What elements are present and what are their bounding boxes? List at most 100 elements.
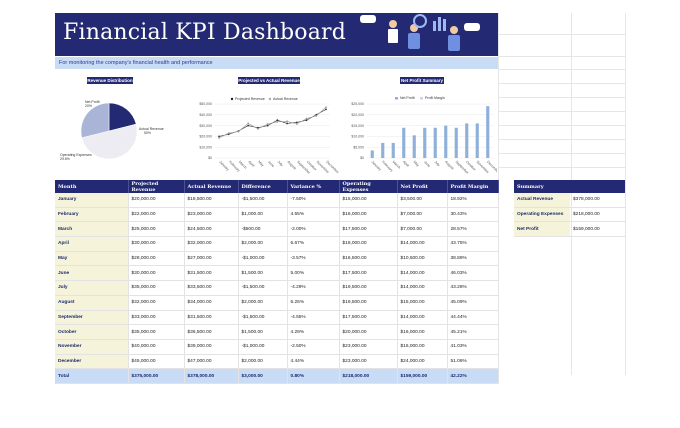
table-cell[interactable]: $32,000.00 xyxy=(128,295,185,311)
table-cell[interactable]: $28,000.00 xyxy=(128,251,185,267)
column-header[interactable]: Variance % xyxy=(287,180,340,193)
table-cell[interactable]: $18,500.00 xyxy=(184,193,239,208)
month-cell[interactable]: December xyxy=(55,354,129,370)
table-cell[interactable]: 4.29% xyxy=(287,324,340,340)
table-cell[interactable]: $2,000.00 xyxy=(238,236,288,252)
total-cell[interactable]: $375,000.00 xyxy=(128,368,185,384)
table-cell[interactable]: $15,000.00 xyxy=(339,193,398,208)
table-cell[interactable]: -4.29% xyxy=(287,280,340,296)
table-cell[interactable]: 46.03% xyxy=(447,265,499,282)
total-cell[interactable]: $159,000.00 xyxy=(397,368,448,384)
table-cell[interactable]: -2.50% xyxy=(287,339,340,355)
table-cell[interactable]: $10,500.00 xyxy=(397,251,448,267)
column-header[interactable]: Actual Revenue xyxy=(184,180,239,193)
table-cell[interactable]: $17,500.00 xyxy=(339,310,398,326)
table-cell[interactable]: $34,000.00 xyxy=(184,295,239,311)
table-cell[interactable]: $2,000.00 xyxy=(238,295,288,311)
table-cell[interactable]: $39,000.00 xyxy=(184,339,239,355)
column-header[interactable]: Difference xyxy=(238,180,288,193)
table-cell[interactable]: $45,000.00 xyxy=(128,354,185,370)
month-cell[interactable]: September xyxy=(55,310,129,326)
table-cell[interactable]: $40,000.00 xyxy=(128,339,185,355)
table-cell[interactable]: $7,000.00 xyxy=(397,207,448,223)
table-cell[interactable]: -$1,500.00 xyxy=(238,280,288,296)
table-cell[interactable]: $16,000.00 xyxy=(339,207,398,223)
table-cell[interactable]: $15,000.00 xyxy=(397,295,448,311)
table-cell[interactable]: -$500.00 xyxy=(238,221,288,238)
table-cell[interactable]: 18.92% xyxy=(447,193,499,208)
table-cell[interactable]: $14,000.00 xyxy=(397,310,448,326)
table-cell[interactable]: $22,000.00 xyxy=(128,207,185,223)
table-cell[interactable]: -2.00% xyxy=(287,221,340,238)
table-cell[interactable]: -$1,000.00 xyxy=(238,251,288,267)
table-cell[interactable]: $17,500.00 xyxy=(339,221,398,238)
month-cell[interactable]: March xyxy=(55,221,129,238)
table-cell[interactable]: $16,500.00 xyxy=(339,251,398,267)
table-cell[interactable]: $20,000.00 xyxy=(128,193,185,208)
summary-value[interactable]: $378,000.00 xyxy=(570,193,625,208)
total-cell[interactable]: 42.22% xyxy=(447,368,499,384)
table-cell[interactable]: $16,000.00 xyxy=(397,324,448,340)
table-cell[interactable]: $31,500.00 xyxy=(184,265,239,282)
table-cell[interactable]: $19,500.00 xyxy=(339,280,398,296)
table-cell[interactable]: $1,000.00 xyxy=(238,207,288,223)
table-cell[interactable]: $14,000.00 xyxy=(397,236,448,252)
table-cell[interactable]: -3.57% xyxy=(287,251,340,267)
month-cell[interactable]: November xyxy=(55,339,129,355)
table-cell[interactable]: $14,000.00 xyxy=(397,265,448,282)
table-cell[interactable]: 44.44% xyxy=(447,310,499,326)
column-header[interactable]: Net Profit xyxy=(397,180,448,193)
month-cell[interactable]: January xyxy=(55,193,129,208)
column-header[interactable]: Projected Revenue xyxy=(128,180,185,193)
month-cell[interactable]: October xyxy=(55,324,129,340)
table-cell[interactable]: $1,500.00 xyxy=(238,265,288,282)
table-cell[interactable]: $2,000.00 xyxy=(238,354,288,370)
table-cell[interactable]: $1,500.00 xyxy=(238,324,288,340)
column-header[interactable]: Profit Margin xyxy=(447,180,499,193)
month-cell[interactable]: April xyxy=(55,236,129,252)
month-cell[interactable]: February xyxy=(55,207,129,223)
table-cell[interactable]: $14,000.00 xyxy=(397,280,448,296)
table-cell[interactable]: 38.89% xyxy=(447,251,499,267)
month-cell[interactable]: August xyxy=(55,295,129,311)
table-cell[interactable]: 45.21% xyxy=(447,324,499,340)
table-cell[interactable]: $20,000.00 xyxy=(339,324,398,340)
table-cell[interactable]: $23,000.00 xyxy=(339,339,398,355)
column-header[interactable]: Operating Expenses xyxy=(339,180,398,193)
table-cell[interactable]: $3,500.00 xyxy=(397,193,448,208)
total-cell[interactable]: Total xyxy=(55,368,129,384)
summary-value[interactable]: $159,000.00 xyxy=(570,221,625,238)
table-cell[interactable]: $23,000.00 xyxy=(339,354,398,370)
total-cell[interactable]: $378,000.00 xyxy=(184,368,239,384)
table-cell[interactable]: 43.28% xyxy=(447,280,499,296)
summary-value[interactable]: $218,000.00 xyxy=(570,207,625,223)
month-cell[interactable]: June xyxy=(55,265,129,282)
table-cell[interactable]: $19,500.00 xyxy=(339,295,398,311)
table-cell[interactable]: $33,000.00 xyxy=(128,310,185,326)
table-cell[interactable]: 4.55% xyxy=(287,207,340,223)
table-cell[interactable]: $17,500.00 xyxy=(339,265,398,282)
table-cell[interactable]: -$1,500.00 xyxy=(238,310,288,326)
month-cell[interactable]: July xyxy=(55,280,129,296)
table-cell[interactable]: 6.25% xyxy=(287,295,340,311)
table-cell[interactable]: 51.06% xyxy=(447,354,499,370)
table-cell[interactable]: 28.57% xyxy=(447,221,499,238)
table-cell[interactable]: -4.55% xyxy=(287,310,340,326)
table-cell[interactable]: $24,000.00 xyxy=(397,354,448,370)
summary-label[interactable]: Operating Expenses xyxy=(514,207,570,223)
summary-label[interactable]: Net Profit xyxy=(514,221,570,238)
table-cell[interactable]: -$1,500.00 xyxy=(238,193,288,208)
table-cell[interactable]: $30,000.00 xyxy=(128,265,185,282)
table-cell[interactable]: $47,000.00 xyxy=(184,354,239,370)
total-cell[interactable]: $3,000.00 xyxy=(238,368,288,384)
table-cell[interactable]: $27,000.00 xyxy=(184,251,239,267)
table-cell[interactable]: $35,000.00 xyxy=(128,280,185,296)
table-cell[interactable]: $25,000.00 xyxy=(128,221,185,238)
table-cell[interactable]: 43.75% xyxy=(447,236,499,252)
column-header[interactable]: Month xyxy=(55,180,129,193)
table-cell[interactable]: -$1,000.00 xyxy=(238,339,288,355)
total-cell[interactable]: $218,000.00 xyxy=(339,368,398,384)
summary-label[interactable]: Actual Revenue xyxy=(514,193,570,208)
table-cell[interactable]: $30,000.00 xyxy=(128,236,185,252)
month-cell[interactable]: May xyxy=(55,251,129,267)
